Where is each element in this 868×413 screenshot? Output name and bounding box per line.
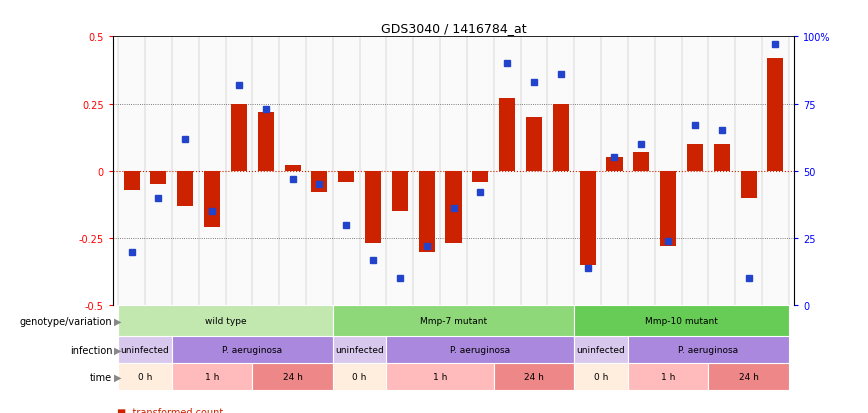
Bar [177, 171, 194, 206]
Bar [145, 37, 172, 306]
Bar [386, 337, 575, 363]
Bar [687, 145, 703, 171]
Text: uninfected: uninfected [576, 346, 626, 354]
Text: wild type: wild type [205, 317, 247, 325]
Bar [339, 171, 354, 182]
Bar [226, 37, 253, 306]
Bar [172, 37, 199, 306]
Bar [708, 363, 789, 390]
Bar [279, 37, 306, 306]
Text: 1 h: 1 h [661, 373, 675, 381]
Text: 24 h: 24 h [524, 373, 544, 381]
Text: 1 h: 1 h [205, 373, 220, 381]
Text: 24 h: 24 h [283, 373, 303, 381]
Text: uninfected: uninfected [335, 346, 384, 354]
Bar [258, 112, 273, 171]
Bar [767, 59, 784, 171]
Bar [601, 37, 628, 306]
Bar [386, 37, 413, 306]
Bar [499, 99, 516, 171]
Bar [123, 171, 140, 190]
Text: P. aeruginosa: P. aeruginosa [678, 346, 739, 354]
Bar [634, 152, 649, 171]
Title: GDS3040 / 1416784_at: GDS3040 / 1416784_at [381, 21, 526, 35]
Bar [118, 306, 332, 337]
Bar [580, 171, 595, 265]
Bar [172, 363, 253, 390]
Bar [628, 37, 654, 306]
Text: 0 h: 0 h [352, 373, 367, 381]
Bar [332, 337, 386, 363]
Text: ▶: ▶ [114, 372, 121, 382]
Bar [553, 104, 569, 171]
Text: ▶: ▶ [114, 345, 121, 355]
Bar [332, 37, 359, 306]
Text: genotype/variation: genotype/variation [20, 316, 112, 326]
Bar [494, 363, 575, 390]
Bar [391, 171, 408, 211]
Bar [332, 306, 575, 337]
Text: 24 h: 24 h [739, 373, 759, 381]
Bar [172, 337, 332, 363]
Text: ■  transformed count: ■ transformed count [117, 407, 223, 413]
Bar [628, 363, 708, 390]
Bar [150, 171, 167, 185]
Bar [740, 171, 757, 198]
Bar [332, 363, 386, 390]
Bar [312, 171, 327, 193]
Bar [575, 337, 628, 363]
Bar [575, 306, 789, 337]
Text: Mmp-7 mutant: Mmp-7 mutant [420, 317, 487, 325]
Text: 0 h: 0 h [594, 373, 608, 381]
Bar [359, 37, 386, 306]
Text: uninfected: uninfected [121, 346, 169, 354]
Bar [548, 37, 575, 306]
Bar [204, 171, 220, 228]
Bar [708, 37, 735, 306]
Text: time: time [90, 372, 112, 382]
Bar [467, 37, 494, 306]
Bar [762, 37, 789, 306]
Bar [199, 37, 226, 306]
Text: 1 h: 1 h [433, 373, 447, 381]
Bar [735, 37, 762, 306]
Bar [494, 37, 521, 306]
Text: P. aeruginosa: P. aeruginosa [222, 346, 282, 354]
Text: ▶: ▶ [114, 316, 121, 326]
Bar [253, 37, 279, 306]
Bar [654, 37, 681, 306]
Bar [440, 37, 467, 306]
Text: Mmp-10 mutant: Mmp-10 mutant [645, 317, 718, 325]
Text: 0 h: 0 h [138, 373, 152, 381]
Text: P. aeruginosa: P. aeruginosa [450, 346, 510, 354]
Bar [231, 104, 247, 171]
Bar [118, 363, 172, 390]
Bar [253, 363, 332, 390]
Bar [681, 37, 708, 306]
Bar [607, 158, 622, 171]
Text: infection: infection [69, 345, 112, 355]
Bar [413, 37, 440, 306]
Bar [628, 337, 789, 363]
Bar [386, 363, 494, 390]
Bar [445, 171, 462, 244]
Bar [713, 145, 730, 171]
Bar [521, 37, 548, 306]
Bar [660, 171, 676, 247]
Bar [365, 171, 381, 244]
Bar [285, 166, 300, 171]
Bar [306, 37, 332, 306]
Bar [575, 363, 628, 390]
Bar [418, 171, 435, 252]
Bar [575, 37, 601, 306]
Bar [118, 337, 172, 363]
Bar [472, 171, 489, 182]
Bar [118, 37, 145, 306]
Bar [526, 118, 542, 171]
